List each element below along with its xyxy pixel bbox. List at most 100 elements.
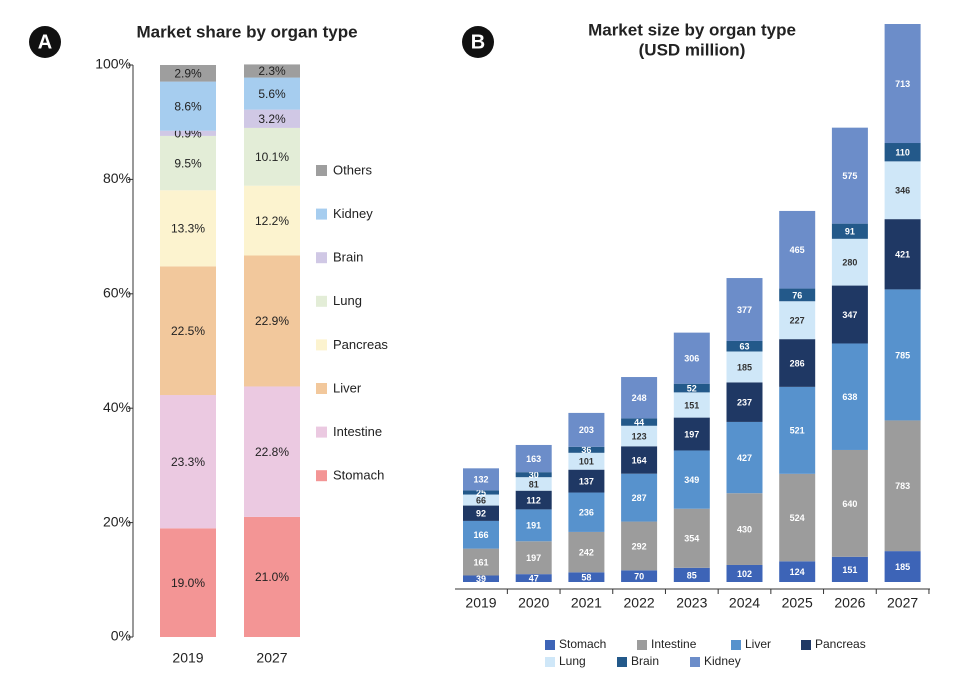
data-label: 47: [529, 573, 539, 583]
bar-segment: [673, 383, 710, 393]
y-tick-label: 20%: [103, 513, 131, 529]
bar-segment: [244, 64, 300, 78]
data-label: 242: [579, 547, 594, 557]
data-label: 124: [790, 567, 805, 577]
legend-label: Lung: [559, 654, 586, 668]
legend-swatch: [316, 426, 327, 438]
legend-swatch: [316, 470, 327, 482]
data-label: 524: [790, 513, 805, 523]
legend-label: Intestine: [333, 424, 382, 439]
y-tick-label: 80%: [103, 170, 131, 186]
bar-segment: [831, 449, 868, 557]
bar-segment: [244, 255, 300, 387]
bar-segment: [779, 561, 816, 582]
data-label: 22.5%: [171, 324, 205, 338]
x-tick-label: 2027: [887, 595, 918, 611]
bar-segment: [621, 473, 658, 522]
legend-swatch: [731, 640, 741, 650]
data-label: 91: [845, 227, 855, 237]
bar-segment: [515, 444, 552, 473]
bar-segment: [244, 516, 300, 637]
data-label: 306: [684, 354, 699, 364]
x-tick-label: 2023: [676, 595, 707, 611]
data-label: 22.9%: [255, 314, 289, 328]
bar-segment: [515, 509, 552, 542]
data-label: 427: [737, 453, 752, 463]
data-label: 185: [737, 362, 752, 372]
x-tick-label: 2027: [256, 650, 287, 666]
bar-segment: [831, 343, 868, 450]
data-label: 640: [842, 499, 857, 509]
bar-segment: [244, 77, 300, 110]
bar-segment: [160, 395, 216, 529]
panel-label: A: [38, 31, 52, 53]
data-label: 185: [895, 562, 910, 572]
data-label: 10.1%: [255, 150, 289, 164]
legend-label: Others: [333, 162, 373, 177]
data-label: 101: [579, 457, 594, 467]
legend-swatch: [316, 339, 327, 351]
data-label: 132: [473, 475, 488, 485]
bar-segment: [515, 477, 552, 491]
data-label: 70: [634, 572, 644, 582]
x-tick-label: 2019: [172, 650, 203, 666]
bar-segment: [568, 446, 605, 453]
chart-title: Market size by organ type: [588, 20, 796, 39]
panel-label: B: [471, 31, 485, 53]
data-label: 161: [473, 557, 488, 567]
x-tick-label: 2025: [782, 595, 813, 611]
data-label: 377: [737, 305, 752, 315]
bar-segment: [673, 417, 710, 451]
bar-segment: [621, 446, 658, 474]
data-label: 521: [790, 426, 805, 436]
data-label: 163: [526, 454, 541, 464]
bar-segment: [463, 468, 499, 491]
x-tick-label: 2021: [571, 595, 602, 611]
data-label: 8.6%: [174, 99, 202, 113]
bar-segment: [673, 508, 710, 568]
bar-segment: [779, 210, 816, 289]
bar-segment: [884, 24, 921, 144]
bar-segment: [884, 161, 921, 220]
bar-segment: [726, 421, 763, 494]
legend-label: Intestine: [651, 637, 697, 651]
bar-segment: [463, 494, 499, 506]
y-tick-label: 60%: [103, 285, 131, 301]
bar-segment: [568, 412, 605, 447]
legend-label: Brain: [333, 250, 363, 265]
bar-segment: [244, 127, 300, 186]
bar-segment: [884, 551, 921, 582]
data-label: 3.2%: [258, 112, 286, 126]
chart-title: Market share by organ type: [136, 22, 357, 41]
legend-swatch: [637, 640, 647, 650]
data-label: 30: [529, 470, 539, 480]
data-label: 44: [634, 417, 644, 427]
data-label: 92: [476, 509, 486, 519]
bar-segment: [244, 386, 300, 517]
data-label: 21.0%: [255, 570, 289, 584]
legend-label: Stomach: [333, 468, 384, 483]
x-tick-label: 2024: [729, 595, 760, 611]
bar-segment: [831, 238, 868, 286]
bar-segment: [160, 135, 216, 191]
data-label: 430: [737, 524, 752, 534]
bar-segment: [463, 505, 499, 521]
bar-segment: [515, 490, 552, 510]
bar-segment: [726, 564, 763, 582]
data-label: 52: [687, 383, 697, 393]
bar-segment: [568, 492, 605, 532]
data-label: 287: [632, 493, 647, 503]
bar-segment: [463, 575, 499, 582]
bar-segment: [463, 490, 499, 495]
bar-segment: [160, 528, 216, 637]
bar-segment: [160, 81, 216, 131]
legend-label: Stomach: [559, 637, 606, 651]
data-label: 349: [684, 475, 699, 485]
data-label: 236: [579, 508, 594, 518]
bar-segment: [463, 548, 499, 576]
x-tick-label: 2022: [624, 595, 655, 611]
bar-segment: [160, 266, 216, 396]
bar-segment: [621, 521, 658, 571]
data-label: 354: [684, 534, 699, 544]
data-label: 5.6%: [258, 87, 286, 101]
